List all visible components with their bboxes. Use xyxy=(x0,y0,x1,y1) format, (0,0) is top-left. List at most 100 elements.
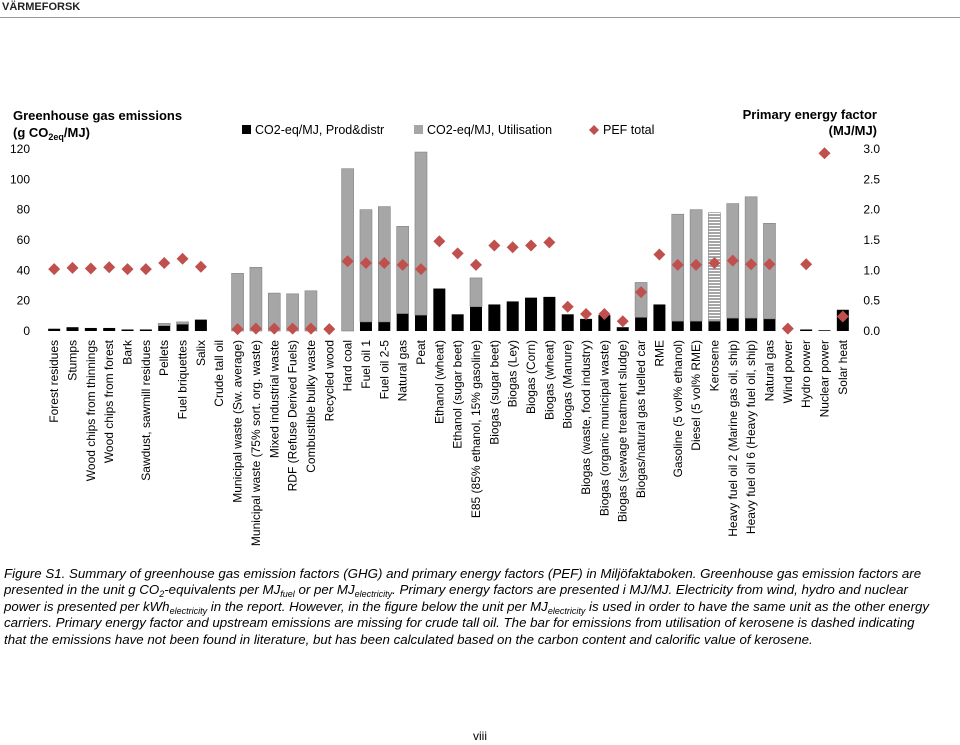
pef-marker xyxy=(598,308,611,321)
pef-marker xyxy=(121,263,134,276)
bar xyxy=(66,327,79,331)
y-tick-label: 40 xyxy=(17,263,31,277)
pef-marker xyxy=(414,263,427,276)
bar xyxy=(469,277,483,308)
bar xyxy=(488,304,501,331)
x-tick-label: Biogas (sewage treatment sludge) xyxy=(616,340,630,522)
caption-text: is used in order to have the same unit a… xyxy=(4,598,930,647)
bar xyxy=(249,266,263,332)
pef-marker xyxy=(84,262,97,275)
y2-tick-label: 1.5 xyxy=(863,233,880,247)
x-tick-label: Biogas (Ley) xyxy=(506,340,520,407)
y2-tick-label: 2.5 xyxy=(863,172,880,186)
x-tick-label: Forest residues xyxy=(47,340,61,423)
x-tick-label: Crude tall oil xyxy=(212,340,226,407)
pef-marker xyxy=(231,323,244,336)
pef-marker xyxy=(543,236,556,249)
bar xyxy=(525,297,538,331)
x-tick-label: Solar heat xyxy=(836,339,850,394)
pef-marker xyxy=(525,239,538,252)
pef-marker xyxy=(176,252,189,265)
bar xyxy=(635,317,648,331)
x-tick-label: Biogas (organic municipal waste) xyxy=(597,340,611,516)
bar xyxy=(800,329,813,331)
y2-tick-label: 2.0 xyxy=(863,203,880,217)
bar xyxy=(378,321,391,331)
x-tick-label: Diesel (5 vol% RME) xyxy=(689,340,703,451)
bar xyxy=(653,304,666,331)
bar xyxy=(341,168,354,332)
pef-marker xyxy=(249,322,262,335)
pef-marker xyxy=(433,235,446,248)
x-tick-label: Wind power xyxy=(781,340,795,403)
legend-label: PEF total xyxy=(603,123,654,137)
bar xyxy=(708,321,721,331)
x-tick-label: Stumps xyxy=(66,340,80,381)
figure-caption: Figure S1. Summary of greenhouse gas emi… xyxy=(4,566,934,648)
caption-subscript: electricity xyxy=(169,605,208,616)
pef-marker xyxy=(451,247,464,260)
legend-label: CO2-eq/MJ, Prod&distr xyxy=(255,123,384,137)
pef-marker xyxy=(66,261,79,274)
pef-marker xyxy=(103,261,116,274)
x-tick-label: Fuel oil 1 xyxy=(359,340,373,389)
x-tick-label: Ethanol (sugar beet) xyxy=(451,340,465,449)
y-axis-title: Greenhouse gas emissions xyxy=(13,108,182,123)
x-tick-label: Biogas (Corn) xyxy=(524,340,538,414)
pef-marker xyxy=(488,239,501,252)
y-axis-unit: (g CO2eq/MJ) xyxy=(13,125,90,142)
y2-axis-unit: (MJ/MJ) xyxy=(829,123,877,138)
bar xyxy=(561,314,574,331)
y-tick-label: 0 xyxy=(23,324,30,338)
bar xyxy=(451,314,464,331)
bar xyxy=(396,313,409,331)
caption-text: or per MJ xyxy=(294,582,355,598)
x-tick-label: Hydro power xyxy=(799,340,813,408)
pef-marker xyxy=(690,258,703,271)
legend-swatch xyxy=(414,125,423,134)
x-tick-label: Ethanol (wheat) xyxy=(432,340,446,424)
pef-marker xyxy=(745,258,758,271)
y-tick-label: 20 xyxy=(17,294,31,308)
pef-marker xyxy=(158,257,171,270)
pef-marker xyxy=(396,258,409,271)
x-tick-label: Natural gas xyxy=(762,340,776,401)
legend-marker xyxy=(589,125,599,135)
header-rule xyxy=(0,17,960,18)
y2-tick-label: 0.0 xyxy=(863,324,880,338)
x-tick-label: Heavy fuel oil 2 (Marine gas oil, ship) xyxy=(726,340,740,537)
caption-subscript: fuel xyxy=(280,589,295,600)
legend-label: CO2-eq/MJ, Utilisation xyxy=(427,123,552,137)
bar xyxy=(690,321,703,331)
caption-text: in the report. However, in the figure be… xyxy=(207,598,548,614)
pef-marker xyxy=(800,258,813,271)
x-tick-label: E85 (85% ethanol, 15% gasoline) xyxy=(469,340,483,518)
bar xyxy=(433,288,446,331)
caption-subscript: electricity xyxy=(354,589,393,600)
bar xyxy=(139,329,152,331)
x-tick-label: Recycled wood xyxy=(322,340,336,421)
pef-marker xyxy=(506,241,519,254)
x-tick-label: Biogas (waste, food industry) xyxy=(579,340,593,495)
x-tick-label: Heavy fuel oil 6 (Heavy fuel oil, ship) xyxy=(744,340,758,534)
pef-marker xyxy=(378,257,391,270)
pef-marker xyxy=(286,322,299,335)
x-tick-label: Sawdust, sawmill residues xyxy=(139,340,153,481)
pef-marker xyxy=(671,258,684,271)
bar xyxy=(598,315,611,331)
caption-text: Figure S1. Summary of greenhouse gas emi… xyxy=(4,566,922,598)
pef-marker xyxy=(616,315,629,328)
x-tick-label: Fuel briquettes xyxy=(176,340,190,419)
pef-marker xyxy=(470,258,483,271)
y2-tick-label: 0.5 xyxy=(863,294,880,308)
bar xyxy=(506,301,519,331)
bar xyxy=(818,330,831,331)
x-tick-label: Municipal waste (75% sort. org. waste) xyxy=(249,340,263,546)
x-tick-label: Biogas (sugar beet) xyxy=(487,340,501,445)
bar xyxy=(194,319,207,331)
pef-marker xyxy=(268,322,281,335)
pef-marker xyxy=(818,147,831,160)
bar xyxy=(231,273,244,332)
x-tick-label: Biogas (Manure) xyxy=(561,340,575,429)
